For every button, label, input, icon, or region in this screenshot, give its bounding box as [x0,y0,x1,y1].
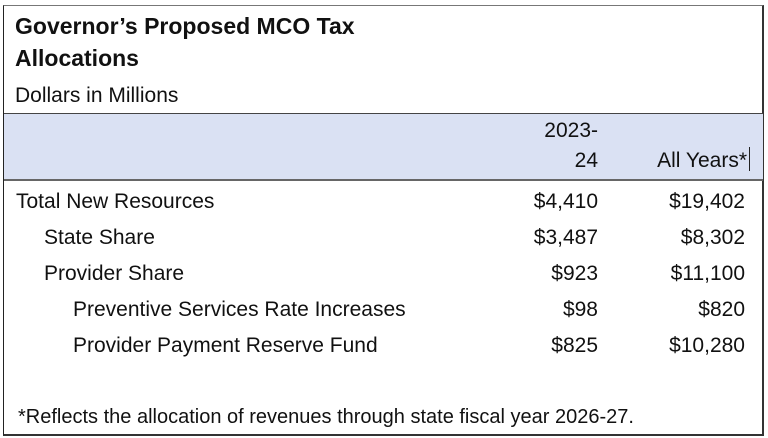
table-row: Total New Resources $4,410 $19,402 [0,184,768,220]
row-value-all-years: $820 [698,298,745,321]
row-label: Total New Resources [16,190,215,213]
row-value-all-years: $19,402 [669,190,745,213]
column-header-2023-24-line-2: 24 [574,149,598,172]
row-value-2023-24: $4,410 [533,190,598,213]
row-label: State Share [44,226,155,249]
table-title-line-1: Governor’s Proposed MCO Tax [15,13,355,39]
row-value-2023-24: $3,487 [533,226,598,249]
row-value-all-years: $8,302 [680,226,745,249]
column-header-2023-24: 2023- 24 [544,116,598,176]
footnote: *Reflects the allocation of revenues thr… [18,406,634,428]
column-header-band [4,113,763,181]
column-header-2023-24-line-1: 2023- [544,119,598,142]
row-label: Provider Share [44,262,185,285]
column-header-all-years-label: All Years* [657,149,747,172]
table-title: Governor’s Proposed MCO Tax Allocations [15,10,355,74]
row-value-all-years: $11,100 [670,262,745,285]
table-row: Provider Share $923 $11,100 [0,256,768,292]
row-value-2023-24: $98 [562,298,598,321]
row-value-all-years: $10,280 [669,334,745,357]
table-frame [3,5,764,436]
table-row: State Share $3,487 $8,302 [0,220,768,256]
table-title-line-2: Allocations [15,45,139,71]
row-label: Provider Payment Reserve Fund [73,334,378,357]
row-label: Preventive Services Rate Increases [73,298,406,321]
row-value-2023-24: $825 [551,334,598,357]
table-row: Provider Payment Reserve Fund $825 $10,2… [0,328,768,364]
table-subtitle: Dollars in Millions [15,84,179,107]
table-row: Preventive Services Rate Increases $98 $… [0,292,768,328]
column-header-all-years: All Years* [657,146,750,176]
text-cursor [749,147,750,171]
row-value-2023-24: $923 [551,262,598,285]
